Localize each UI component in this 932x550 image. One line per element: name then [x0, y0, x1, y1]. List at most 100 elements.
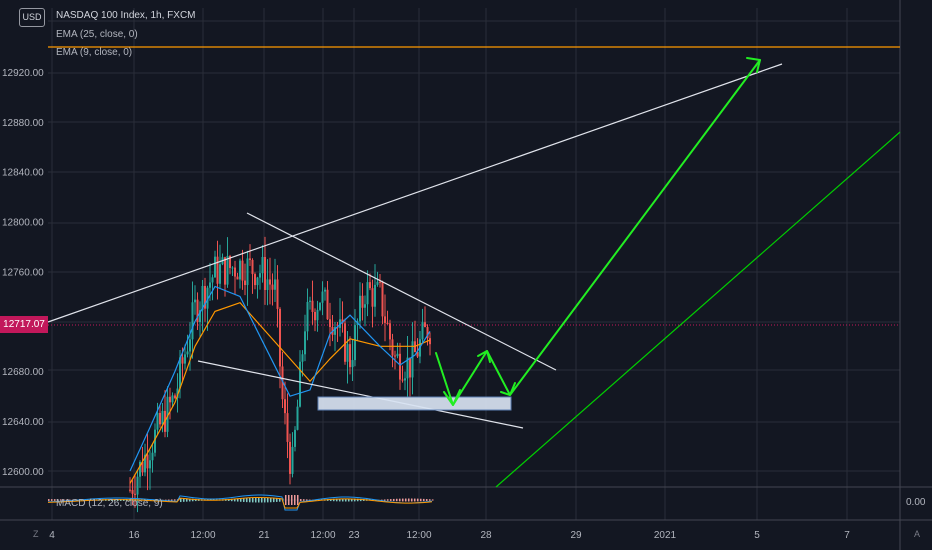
green-channel-line[interactable]: [495, 131, 901, 488]
macd-histogram-bar: [192, 498, 194, 502]
zoom-toggle[interactable]: Z: [33, 529, 39, 539]
macd-histogram-bar: [396, 498, 398, 502]
macd-histogram-bar: [63, 499, 65, 501]
support-zone-rectangle[interactable]: [317, 396, 512, 411]
candle: [161, 403, 164, 433]
candle: [314, 308, 316, 332]
macd-histogram-bar: [393, 498, 395, 502]
macd-histogram-bar: [267, 497, 269, 503]
candle: [391, 333, 394, 368]
candle: [409, 357, 411, 397]
macd-histogram-bar: [273, 497, 275, 503]
price-tick-label: 12640.00: [2, 417, 44, 428]
macd-histogram-bar: [360, 498, 362, 502]
macd-legend[interactable]: MACD (12, 26, close, 9): [56, 498, 163, 509]
symbol-legend[interactable]: NASDAQ 100 Index, 1h, FXCM: [56, 10, 196, 21]
price-tick-label: 12600.00: [2, 467, 44, 478]
candle: [414, 320, 416, 353]
grid-lines: [48, 8, 900, 520]
macd-histogram-bar: [408, 498, 410, 502]
macd-histogram-bar: [306, 499, 308, 501]
candle: [289, 433, 291, 485]
macd-histogram-bar: [243, 498, 245, 502]
time-tick-label: 23: [348, 530, 360, 541]
macd-histogram-bar: [189, 498, 191, 502]
candle: [156, 402, 159, 435]
price-axis[interactable]: 12600.00 12640.00 12680.00 12760.00 12800.00…: [2, 68, 44, 478]
time-tick-label: 21: [258, 530, 270, 541]
candle: [199, 301, 201, 338]
candle: [191, 281, 194, 359]
macd-histogram-bar: [255, 497, 257, 503]
candle: [396, 342, 399, 359]
candle: [251, 258, 254, 294]
currency-button[interactable]: USD: [19, 8, 45, 27]
time-tick-label: 29: [570, 530, 582, 541]
macd-histogram-bar: [57, 499, 59, 501]
candle: [384, 294, 386, 342]
candle: [131, 480, 134, 506]
candle: [159, 405, 161, 428]
macd-signal-line: [47, 497, 433, 509]
ema9-legend[interactable]: EMA (9, close, 0): [56, 47, 133, 58]
time-tick-label: 12:00: [310, 530, 335, 541]
macd-histogram-bar: [399, 498, 401, 502]
macd-histogram-bar: [291, 495, 293, 505]
candle: [231, 266, 234, 276]
macd-histogram-bar: [249, 497, 251, 503]
candle: [204, 277, 206, 322]
macd-line: [47, 494, 433, 511]
projection-path[interactable]: [435, 57, 761, 406]
candlestick-series: [129, 236, 431, 513]
price-tick-label: 12880.00: [2, 118, 44, 129]
candle: [189, 322, 191, 371]
candle: [266, 259, 269, 306]
candle: [184, 344, 186, 370]
candle: [406, 336, 409, 398]
auto-scale-toggle[interactable]: A: [914, 529, 921, 539]
candle: [424, 306, 426, 328]
candle: [144, 443, 146, 477]
lower-support-trendline[interactable]: [197, 360, 524, 429]
candle: [169, 387, 171, 420]
candle: [349, 336, 351, 375]
candle: [136, 470, 139, 513]
macd-histogram-bar: [231, 498, 233, 502]
candle: [381, 280, 384, 325]
candle: [256, 276, 259, 299]
candle: [246, 250, 249, 306]
macd-histogram-bar: [258, 497, 260, 503]
candle: [254, 272, 256, 290]
current-price-tag: 12717.07: [0, 316, 48, 333]
macd-histogram-bar: [237, 498, 239, 502]
candle: [429, 332, 431, 356]
candle: [354, 309, 356, 367]
time-axis[interactable]: 4 16 12:00 21 12:00 23 12:00 28 29 2021 5 7: [49, 530, 850, 541]
price-tick-label: 12920.00: [2, 68, 44, 79]
upper-ascending-trendline[interactable]: [47, 63, 783, 323]
macd-histogram-bar: [429, 499, 431, 501]
macd-histogram-bar: [51, 499, 53, 501]
macd-histogram-bar: [330, 498, 332, 502]
candle: [399, 342, 401, 390]
candle: [294, 426, 296, 452]
candle: [134, 474, 136, 508]
macd-histogram-bar: [354, 498, 356, 502]
candle: [309, 296, 311, 310]
candle: [401, 365, 404, 383]
time-tick-label: 12:00: [190, 530, 215, 541]
candle: [291, 432, 294, 478]
macd-histogram-bar: [66, 499, 68, 501]
descending-resistance-trendline[interactable]: [246, 212, 557, 371]
candle: [286, 393, 289, 459]
ema25-legend[interactable]: EMA (25, close, 0): [56, 29, 138, 40]
macd-histogram-bar: [270, 497, 272, 503]
candle: [241, 249, 244, 290]
macd-histogram-bar: [309, 499, 311, 501]
macd-histogram-bar: [279, 498, 281, 502]
candle: [244, 263, 246, 296]
time-tick-label: 12:00: [406, 530, 431, 541]
time-tick-label: 4: [49, 530, 55, 541]
